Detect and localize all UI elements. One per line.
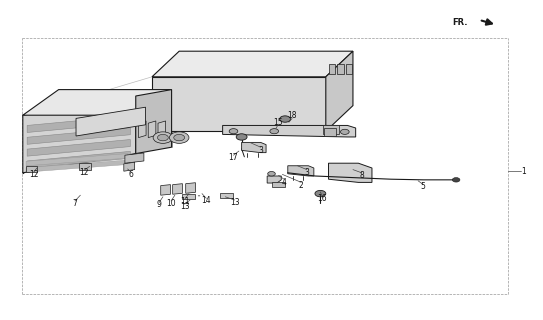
- Polygon shape: [220, 193, 233, 198]
- Circle shape: [169, 132, 189, 143]
- Polygon shape: [27, 116, 130, 132]
- Text: 17: 17: [229, 153, 238, 162]
- Text: 6: 6: [129, 170, 134, 179]
- Polygon shape: [186, 183, 195, 193]
- Polygon shape: [138, 121, 146, 138]
- Text: 16: 16: [317, 194, 327, 203]
- Text: 18: 18: [287, 111, 297, 120]
- Text: 5: 5: [420, 182, 425, 191]
- Polygon shape: [242, 142, 266, 153]
- Text: 13: 13: [180, 202, 190, 211]
- Circle shape: [268, 172, 275, 176]
- Polygon shape: [148, 121, 156, 138]
- Text: 3: 3: [305, 168, 309, 177]
- Circle shape: [229, 129, 238, 134]
- Polygon shape: [76, 107, 146, 136]
- Polygon shape: [23, 96, 136, 173]
- Polygon shape: [136, 90, 172, 154]
- Polygon shape: [267, 176, 281, 183]
- Circle shape: [153, 132, 173, 143]
- Text: 11: 11: [180, 197, 190, 206]
- Polygon shape: [288, 166, 314, 176]
- Text: 7: 7: [73, 199, 77, 208]
- Polygon shape: [27, 140, 130, 156]
- Text: 9: 9: [157, 200, 161, 209]
- Polygon shape: [152, 51, 353, 77]
- Circle shape: [452, 178, 460, 182]
- Polygon shape: [26, 154, 128, 166]
- Circle shape: [315, 190, 326, 197]
- Text: 10: 10: [166, 199, 176, 208]
- Polygon shape: [23, 90, 172, 115]
- Text: 8: 8: [359, 171, 364, 180]
- Polygon shape: [326, 51, 353, 131]
- Text: 3: 3: [258, 146, 263, 155]
- Text: 12: 12: [29, 170, 39, 179]
- Polygon shape: [329, 163, 372, 182]
- Polygon shape: [27, 128, 130, 144]
- Text: 13: 13: [230, 198, 239, 207]
- Polygon shape: [173, 184, 182, 194]
- Circle shape: [280, 116, 291, 122]
- Circle shape: [174, 134, 185, 141]
- Text: 4: 4: [282, 178, 286, 187]
- Polygon shape: [223, 125, 356, 137]
- Polygon shape: [158, 121, 166, 138]
- Polygon shape: [26, 160, 128, 172]
- Circle shape: [157, 134, 168, 141]
- Polygon shape: [182, 194, 195, 199]
- Polygon shape: [323, 125, 339, 134]
- Text: 1: 1: [522, 167, 526, 176]
- Text: FR.: FR.: [452, 18, 468, 27]
- Polygon shape: [272, 182, 285, 187]
- Circle shape: [340, 129, 349, 134]
- Circle shape: [270, 129, 279, 134]
- Polygon shape: [124, 162, 135, 171]
- Polygon shape: [324, 128, 336, 136]
- Text: 2: 2: [299, 181, 304, 190]
- Polygon shape: [125, 153, 144, 163]
- Polygon shape: [26, 166, 37, 172]
- Polygon shape: [152, 77, 326, 131]
- Polygon shape: [329, 64, 335, 74]
- Polygon shape: [346, 64, 352, 74]
- Polygon shape: [79, 163, 91, 170]
- Polygon shape: [27, 151, 130, 168]
- Polygon shape: [161, 185, 171, 195]
- Circle shape: [236, 134, 247, 140]
- Polygon shape: [337, 64, 344, 74]
- Text: 14: 14: [201, 196, 211, 205]
- Text: 15: 15: [273, 118, 283, 127]
- Text: 12: 12: [79, 168, 89, 177]
